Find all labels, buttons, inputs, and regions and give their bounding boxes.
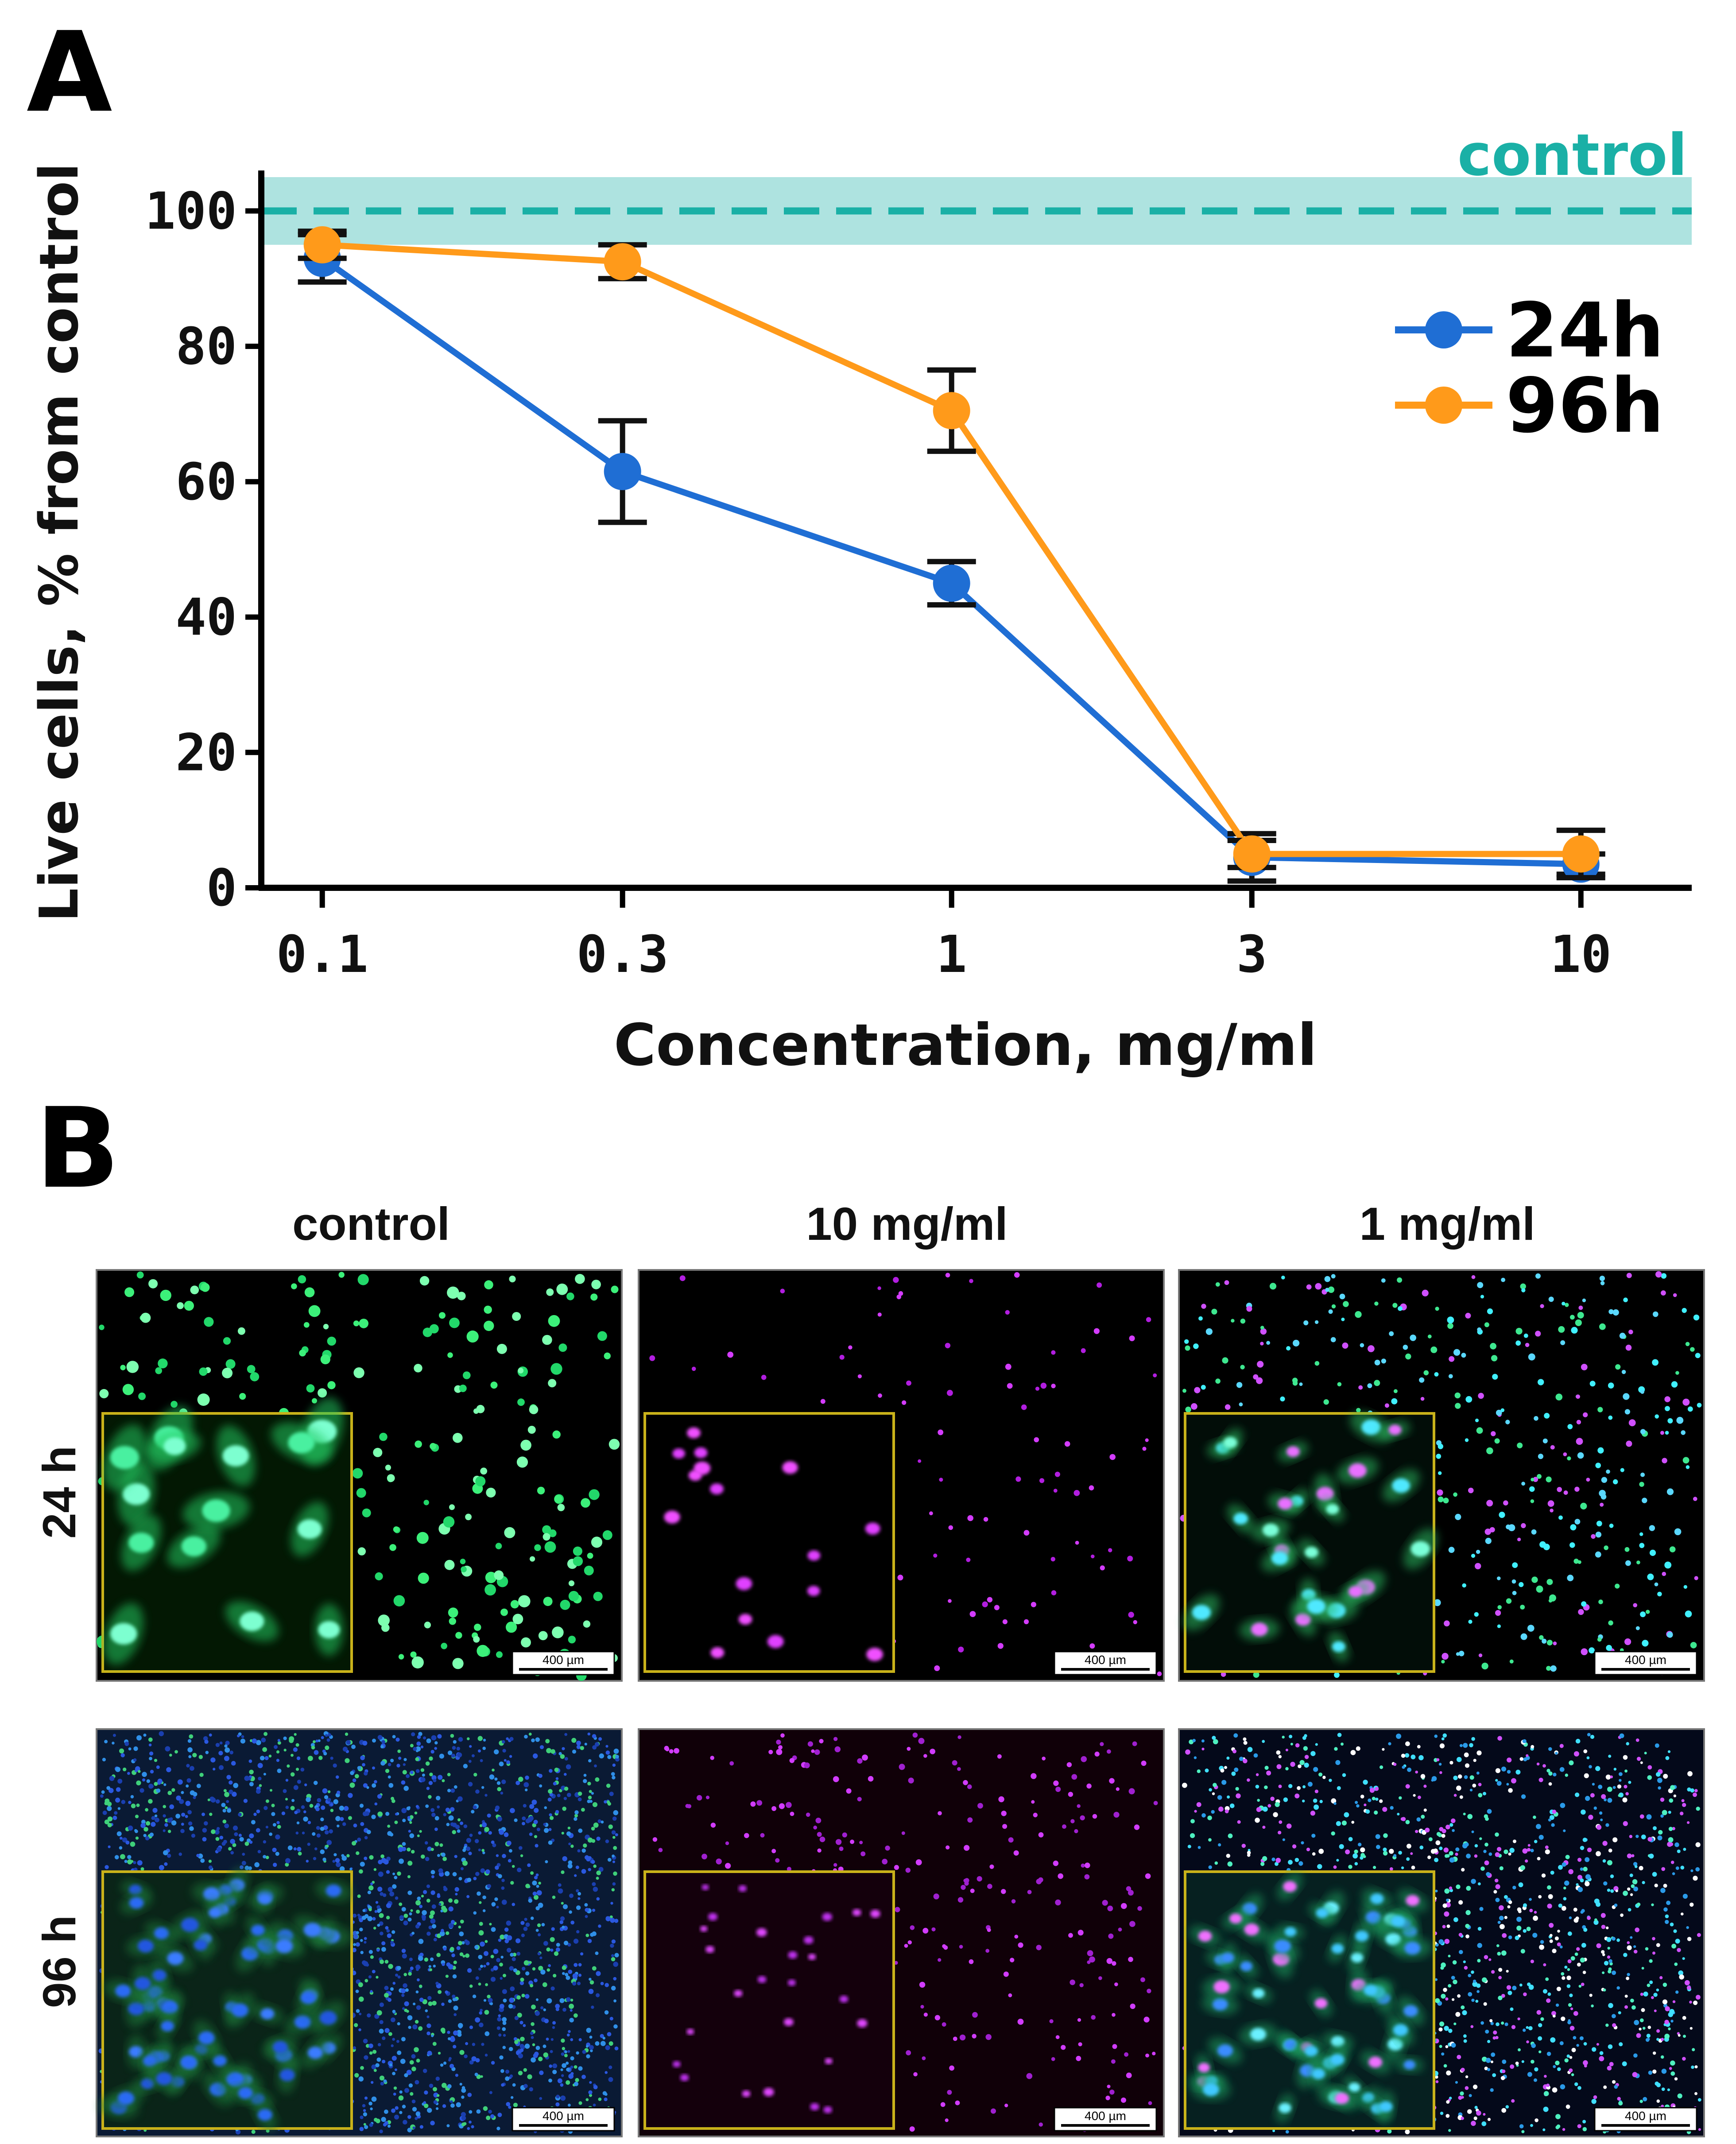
column-title-control: control xyxy=(292,1198,450,1250)
x-axis-label: Concentration, mg/ml xyxy=(614,1011,1317,1079)
legend-marker xyxy=(1425,311,1462,348)
legend-marker xyxy=(1425,387,1462,424)
data-point xyxy=(1562,835,1600,873)
x-tick-label: 1 xyxy=(936,925,967,984)
micrograph-24h-10-mg-ml: 400 µm xyxy=(638,1269,1165,1682)
scale-bar-label: 400 µm xyxy=(542,1653,584,1667)
data-point xyxy=(604,243,641,281)
column-title-1-mg-ml: 1 mg/ml xyxy=(1360,1198,1535,1250)
panel-letter-b: B xyxy=(35,1084,120,1213)
scale-bar-label: 400 µm xyxy=(542,2109,584,2123)
column-title-10-mg-ml: 10 mg/ml xyxy=(806,1198,1008,1250)
control-label: control xyxy=(1457,121,1687,189)
y-axis-label: Live cells, % from control xyxy=(29,163,90,922)
scale-bar-label: 400 µm xyxy=(1625,2109,1666,2123)
x-tick-label: 10 xyxy=(1550,925,1612,984)
data-point xyxy=(303,226,341,263)
x-tick-label: 3 xyxy=(1236,925,1267,984)
legend-label: 24h xyxy=(1506,287,1664,375)
data-point xyxy=(604,453,641,490)
micrograph-96h-control: 400 µm xyxy=(96,1728,623,2137)
scale-bar-label: 400 µm xyxy=(1085,1653,1126,1667)
scale-bar-label: 400 µm xyxy=(1625,1653,1666,1667)
y-tick-label: 0 xyxy=(206,859,237,918)
data-point xyxy=(933,565,970,602)
y-tick-label: 60 xyxy=(176,453,237,512)
y-tick-label: 20 xyxy=(176,723,237,782)
x-axis-ticks: 0.1 0.3 1 3 10 xyxy=(276,888,1612,984)
data-point xyxy=(933,392,970,430)
y-tick-label: 80 xyxy=(176,317,237,376)
x-tick-label: 0.3 xyxy=(577,925,669,984)
series-96h xyxy=(298,226,1605,881)
micrograph-24h-1-mg-ml: 400 µm xyxy=(1178,1269,1705,1682)
legend-label: 96h xyxy=(1506,362,1664,450)
scale-bar-label: 400 µm xyxy=(1085,2109,1126,2123)
micrograph-96h-1-mg-ml: 400 µm xyxy=(1178,1728,1705,2137)
y-tick-label: 100 xyxy=(145,182,237,241)
row-title-96h: 96 h xyxy=(34,1915,85,2008)
y-axis-ticks: 0 20 40 60 80 100 xyxy=(145,182,261,918)
series-line xyxy=(322,241,1581,857)
micrograph-96h-10-mg-ml: 400 µm xyxy=(638,1728,1165,2137)
panel-letter-a: A xyxy=(27,8,112,137)
row-title-24h: 24 h xyxy=(34,1446,85,1539)
y-tick-label: 40 xyxy=(176,588,237,647)
x-tick-label: 0.1 xyxy=(276,925,368,984)
series-layer xyxy=(298,226,1605,884)
data-point xyxy=(1233,835,1271,873)
micrograph-24h-control: 400 µm xyxy=(96,1269,623,1682)
